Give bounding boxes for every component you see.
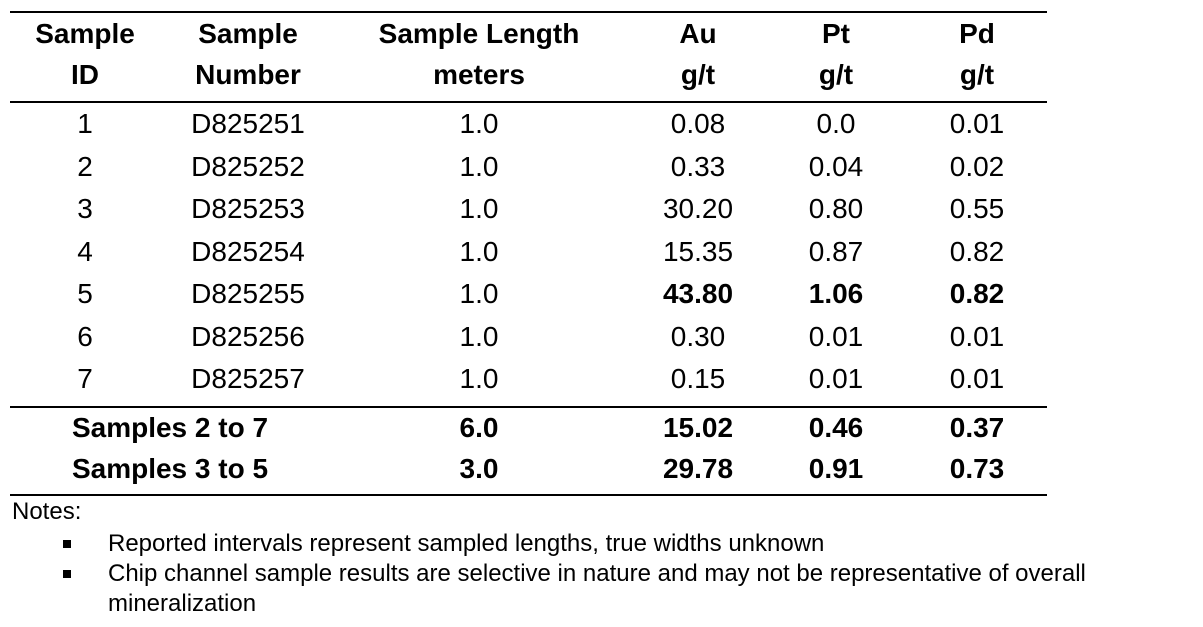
header-cell: g/t [680, 59, 716, 90]
summary-cell: 0.73 [949, 453, 1005, 484]
cell: 0.15 [670, 363, 726, 394]
note-item: Reported intervals represent sampled len… [108, 530, 825, 557]
header-cell: Sample Length [378, 18, 580, 49]
rule [10, 101, 1047, 103]
cell: D825257 [191, 363, 305, 394]
cell: D825254 [191, 235, 305, 267]
cell: 1 [77, 108, 93, 139]
bullet [63, 570, 71, 578]
cell: 0.08 [670, 108, 726, 139]
cell: 0.82 [949, 235, 1005, 267]
cell: D825253 [191, 193, 305, 224]
cell: 0.33 [670, 150, 726, 182]
cell: 0.04 [808, 150, 864, 182]
cell: 4 [77, 235, 93, 267]
cell: 0.82 [949, 278, 1005, 309]
cell: D825255 [191, 278, 305, 309]
cell: 5 [77, 278, 93, 309]
cell: D825252 [191, 150, 305, 182]
header-cell: meters [433, 59, 525, 90]
cell: 0.01 [949, 363, 1005, 394]
cell: 1.0 [459, 150, 499, 182]
summary-cell: 0.46 [808, 412, 864, 443]
summary-cell: 0.37 [949, 412, 1005, 443]
cell: 1.0 [459, 108, 499, 139]
cell: 1.0 [459, 320, 499, 352]
summary-cell: 0.91 [808, 453, 864, 484]
cell: 3 [77, 193, 93, 224]
summary-cell: Samples 2 to 7 [71, 412, 269, 443]
cell: 2 [77, 150, 93, 182]
rule [10, 11, 1047, 13]
cell: 1.06 [808, 278, 864, 309]
cell: 0.80 [808, 193, 864, 224]
header-cell: Sample [198, 18, 298, 49]
header-cell: Pd [959, 18, 995, 49]
rule [10, 494, 1047, 496]
cell: 1.0 [459, 235, 499, 267]
summary-cell: 3.0 [459, 453, 499, 484]
cell: 0.55 [949, 193, 1005, 224]
cell: D825256 [191, 320, 305, 352]
bullet [63, 540, 71, 548]
cell: 7 [77, 363, 93, 394]
cell: 6 [77, 320, 93, 352]
cell: 43.80 [662, 278, 734, 309]
header-cell: Sample [35, 18, 135, 49]
summary-cell: 15.02 [662, 412, 734, 443]
header-cell: g/t [818, 59, 854, 90]
summary-cell: 6.0 [459, 412, 499, 443]
cell: 0.02 [949, 150, 1005, 182]
cell: 1.0 [459, 193, 499, 224]
header-cell: g/t [959, 59, 995, 90]
cell: 1.0 [459, 363, 499, 394]
summary-cell: 29.78 [662, 453, 734, 484]
note-item: Chip channel sample results are selectiv… [108, 560, 1086, 617]
cell: 15.35 [662, 235, 734, 267]
cell: 30.20 [662, 193, 734, 224]
summary-cell: Samples 3 to 5 [71, 453, 269, 484]
header-cell: ID [71, 59, 99, 90]
cell: 0.01 [808, 320, 864, 352]
cell: 1.0 [459, 278, 499, 309]
header-cell: Number [195, 59, 301, 90]
cell: 0.87 [808, 235, 864, 267]
cell: 0.01 [808, 363, 864, 394]
header-cell: Pt [822, 18, 850, 49]
cell: 0.01 [949, 108, 1005, 139]
cell: D825251 [191, 108, 305, 139]
cell: 0.01 [949, 320, 1005, 352]
rule [10, 406, 1047, 408]
cell: 0.0 [816, 108, 856, 139]
header-cell: Au [679, 18, 717, 49]
notes-title: Notes: [12, 498, 82, 525]
cell: 0.30 [670, 320, 726, 352]
